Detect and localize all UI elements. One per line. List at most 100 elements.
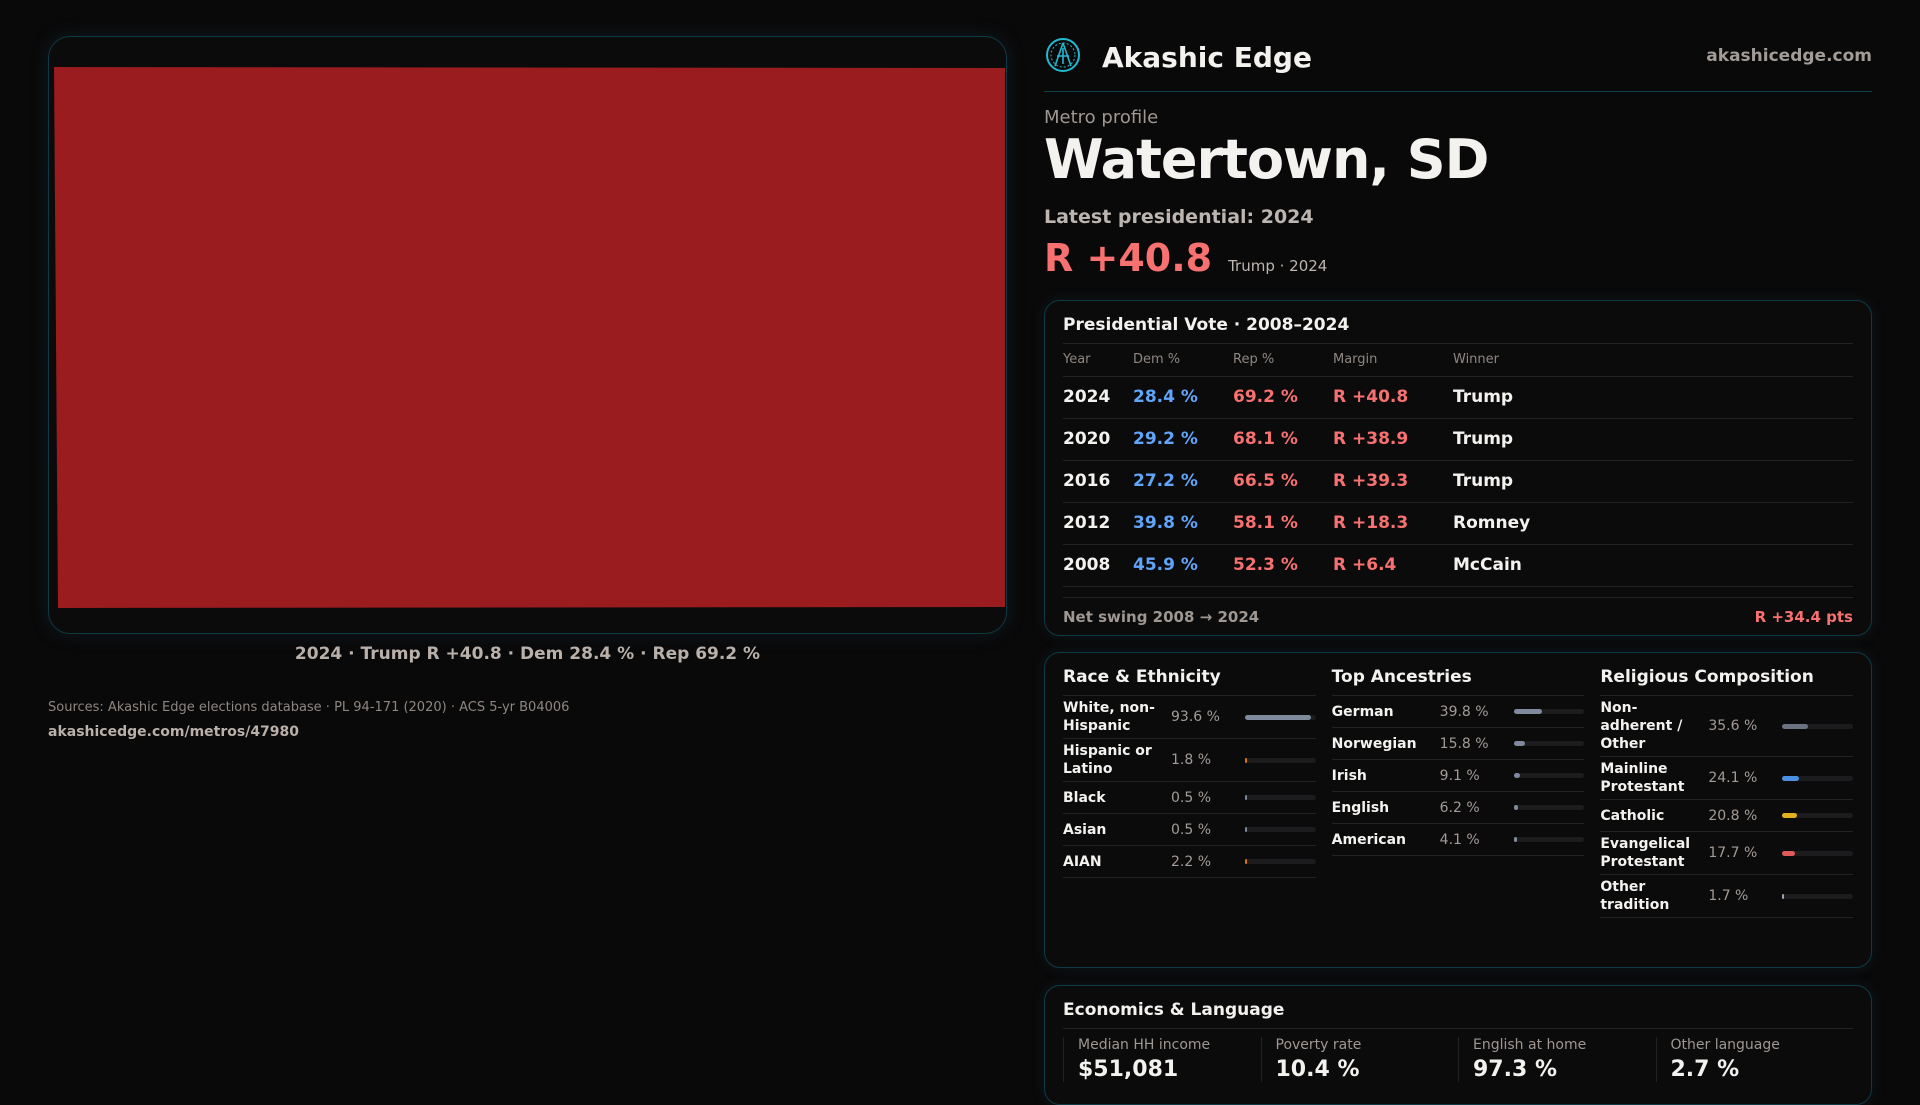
vote-cell: 27.2 % [1133,460,1233,503]
vote-cell: 2008 [1063,544,1133,587]
item-value: 2.2 % [1171,853,1212,870]
item-bar [1782,893,1854,899]
item-label: Norwegian [1331,735,1417,752]
ancestry-item: German 39.8 % [1331,696,1585,728]
item-bar [1513,805,1585,810]
vote-cell: McCain [1453,544,1853,587]
vote-cell: 2012 [1063,502,1133,545]
brand-name: Akashic Edge [1102,40,1312,74]
item-bar-fill [1513,709,1542,714]
header-divider [1044,91,1872,92]
vote-cell: 52.3 % [1233,544,1333,587]
item-value: 15.8 % [1439,735,1489,752]
item-bar-fill [1513,741,1525,746]
item-value: 1.8 % [1171,752,1212,768]
item-bar-fill [1513,805,1519,810]
item-label: Mainline Protestant [1600,761,1685,795]
vote-row: 2012 39.8 % 58.1 % R +18.3 Romney [1063,502,1853,545]
race-section: Race & Ethnicity White, non-Hispanic 93.6 … [1063,667,1316,953]
religion-item: Other tradition 1.7 % [1600,875,1854,918]
vote-cell: R +39.3 [1333,460,1453,503]
swing-value: R +34.4 pts [1754,607,1853,626]
ancestry-item: English 6.2 % [1331,792,1585,824]
religion-item: Mainline Protestant 24.1 % [1600,757,1854,800]
vote-row: 2016 27.2 % 66.5 % R +39.3 Trump [1063,460,1853,503]
item-label: English [1331,799,1390,816]
item-bar [1782,813,1854,818]
vote-table: Year Dem % Rep % Margin Winner 2024 28.4 … [1063,344,1853,587]
vote-cell: 58.1 % [1233,502,1333,545]
religion-item: Non-adherent / Other 35.6 % [1600,696,1854,757]
vote-cell: R +38.9 [1333,418,1453,461]
item-value: 0.5 % [1171,821,1212,838]
ancestry-item: Irish 9.1 % [1331,760,1585,792]
sources-note: Sources: Akashic Edge elections database… [48,700,570,715]
presidential-vote-card: Presidential Vote · 2008–2024 Year Dem %… [1044,300,1872,636]
vote-cell: R +40.8 [1333,376,1453,419]
map-caption: 2024 · Trump R +40.8 · Dem 28.4 % · Rep … [294,644,761,664]
stat-value: 2.7 % [1670,1057,1740,1082]
item-bar-fill [1782,850,1795,856]
religion-section: Religious Composition Non-adherent / Othe… [1600,667,1854,953]
item-bar-fill [1782,893,1785,899]
item-label: Irish [1331,767,1367,784]
item-bar-fill [1245,827,1247,832]
vote-row: 2024 28.4 % 69.2 % R +40.8 Trump [1063,376,1853,419]
item-bar [1513,709,1585,714]
site-link[interactable]: akashicedge.com [1706,46,1872,66]
stat-value: $51,081 [1078,1057,1179,1082]
item-bar-fill [1782,813,1798,818]
latest-margin: R +40.8 [1044,236,1213,280]
item-value: 24.1 % [1708,770,1758,786]
item-bar-fill [1245,714,1312,720]
demographics-card: Race & Ethnicity White, non-Hispanic 93.6 … [1044,652,1872,968]
item-label: White, non-Hispanic [1063,700,1155,734]
vote-cell: 68.1 % [1233,418,1333,461]
item-bar-fill [1513,837,1517,842]
econ-stat: Median HH income $51,081 [1063,1037,1261,1082]
race-title: Race & Ethnicity [1063,667,1316,696]
item-bar [1782,850,1854,856]
metro-boundary-shape[interactable] [54,67,1005,608]
item-label: AIAN [1063,853,1102,870]
econ-title: Economics & Language [1063,1000,1853,1029]
vote-title: Presidential Vote · 2008–2024 [1063,315,1853,344]
economics-card: Economics & Language Median HH income $51… [1044,985,1872,1105]
item-bar [1245,714,1316,720]
item-bar [1513,741,1585,746]
item-bar-fill [1782,723,1808,729]
item-bar [1513,837,1585,842]
vote-cell: 69.2 % [1233,376,1333,419]
vote-row: 2020 29.2 % 68.1 % R +38.9 Trump [1063,418,1853,461]
item-value: 93.6 % [1171,709,1220,725]
stat-label: Median HH income [1078,1037,1211,1053]
religion-item: Evangelical Protestant 17.7 % [1600,832,1854,875]
vote-cell: Trump [1453,376,1853,419]
item-bar-fill [1245,757,1247,763]
brand[interactable]: Akashic Edge [1044,36,1312,78]
permalink[interactable]: akashicedge.com/metros/47980 [48,724,300,740]
item-bar [1245,859,1316,864]
vote-cell: R +6.4 [1333,544,1453,587]
stat-label: Poverty rate [1275,1037,1362,1053]
item-label: American [1331,831,1407,848]
col-dem: Dem % [1133,344,1233,377]
latest-winner: Trump · 2024 [1228,257,1328,275]
kicker: Metro profile [1044,107,1159,128]
stat-label: English at home [1473,1037,1587,1053]
col-winner: Winner [1453,344,1853,377]
religion-title: Religious Composition [1600,667,1854,696]
vote-cell: 2020 [1063,418,1133,461]
item-value: 9.1 % [1439,767,1480,784]
item-bar-fill [1245,795,1247,800]
vote-cell: 39.8 % [1133,502,1233,545]
compass-logo-icon [1044,36,1082,78]
item-value: 39.8 % [1439,703,1489,720]
econ-stat: Poverty rate 10.4 % [1260,1037,1459,1082]
vote-row: 2008 45.9 % 52.3 % R +6.4 McCain [1063,544,1853,587]
metro-map[interactable] [48,36,1007,634]
econ-stat: Other language 2.7 % [1655,1037,1854,1082]
stat-label: Other language [1670,1037,1780,1053]
item-label: Other tradition [1600,879,1670,913]
ancestry-item: Norwegian 15.8 % [1331,728,1585,760]
